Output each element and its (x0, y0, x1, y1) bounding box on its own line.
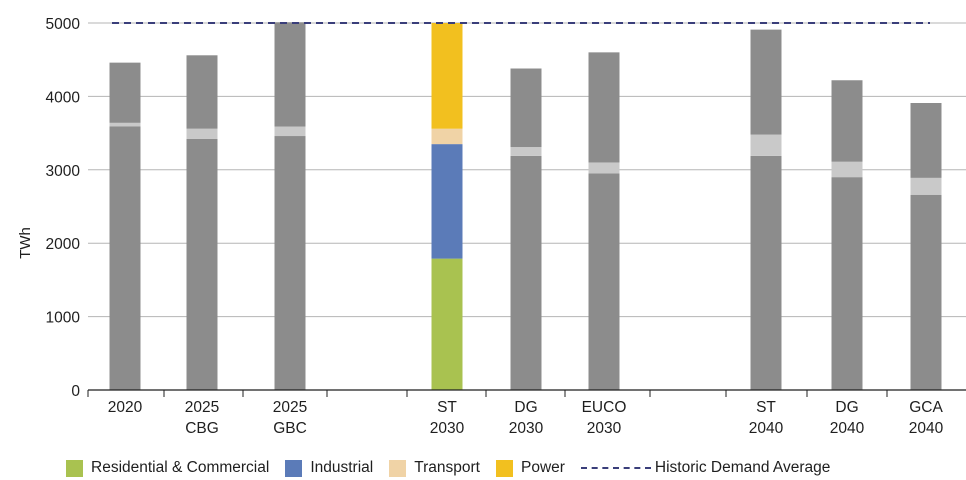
transport-swatch (389, 459, 407, 477)
bar-segment (510, 68, 542, 148)
bar-segment (274, 136, 306, 390)
bar-segment (431, 144, 463, 259)
bars (109, 22, 942, 390)
x-tick-label: 2025 (185, 399, 219, 416)
y-tick-label: 0 (71, 383, 80, 400)
bar-segment (588, 52, 620, 163)
bar-segment (910, 194, 942, 390)
x-tick-label: 2040 (830, 420, 865, 437)
bar-segment (750, 134, 782, 156)
x-tick-label: 2025 (273, 399, 307, 416)
legend-power: Power (495, 459, 565, 477)
x-tick-label: GCA (909, 399, 943, 416)
x-tick-label: 2040 (909, 420, 944, 437)
y-tick-label: 1000 (46, 310, 81, 327)
bar-segment (186, 128, 218, 139)
bar-segment (109, 126, 141, 390)
bar-segment (750, 155, 782, 390)
legend-industrial-label: Industrial (310, 459, 374, 476)
dashed-line-icon (580, 467, 651, 469)
bar-segment (831, 80, 863, 162)
bar-segment (510, 147, 542, 156)
bar-segment (910, 103, 942, 178)
x-tick-label: 2020 (108, 399, 143, 416)
industrial-swatch (285, 459, 303, 477)
bar-segment (750, 29, 782, 135)
bar-segment (510, 155, 542, 390)
bar-segment (431, 128, 463, 145)
x-tick-label: 2030 (509, 420, 544, 437)
bar-segment (186, 138, 218, 390)
x-tick-label: EUCO (582, 399, 627, 416)
legend-power-label: Power (520, 459, 565, 476)
legend-residential: Residential & Commercial (66, 459, 269, 477)
x-tick-label: 2040 (749, 420, 784, 437)
y-axis-label: TWh (17, 227, 34, 259)
legend-industrial: Industrial (285, 459, 373, 477)
x-tick-label: GBC (273, 420, 307, 437)
power-swatch (495, 459, 513, 477)
y-tick-label: 2000 (46, 236, 81, 253)
bar-segment (186, 55, 218, 129)
legend-historic: Historic Demand Average (580, 459, 831, 477)
x-tick-label: 2030 (587, 420, 622, 437)
legend-transport: Transport (389, 459, 480, 477)
bar-segment (109, 62, 141, 123)
bar-segment (831, 177, 863, 390)
bar-segment (910, 177, 942, 195)
x-tick-label: DG (514, 399, 537, 416)
x-tick-label: ST (756, 399, 776, 416)
bar-segment (588, 162, 620, 174)
legend-transport-label: Transport (414, 459, 480, 476)
legend-historic-label: Historic Demand Average (654, 459, 831, 476)
bar-segment (274, 22, 306, 127)
x-tick-label: DG (835, 399, 858, 416)
y-tick-label: 4000 (46, 89, 81, 106)
bar-segment (588, 173, 620, 390)
axes: 0 1000 2000 3000 4000 5000 2020 2025 CBG 2025 GBC S… (46, 16, 966, 437)
bar-segment (431, 258, 463, 390)
y-tick-label: 5000 (46, 16, 81, 33)
x-tick-label: 2030 (430, 420, 465, 437)
legend: Residential & Commercial Industrial Tran… (66, 457, 846, 479)
y-tick-label: 3000 (46, 163, 81, 180)
bar-segment (274, 126, 306, 137)
bar-segment (431, 23, 463, 129)
residential-swatch (66, 459, 83, 477)
x-tick-label: ST (437, 399, 457, 416)
legend-residential-label: Residential & Commercial (91, 459, 270, 476)
bar-segment (109, 122, 141, 127)
x-tick-label: CBG (185, 420, 219, 437)
bar-segment (831, 161, 863, 178)
